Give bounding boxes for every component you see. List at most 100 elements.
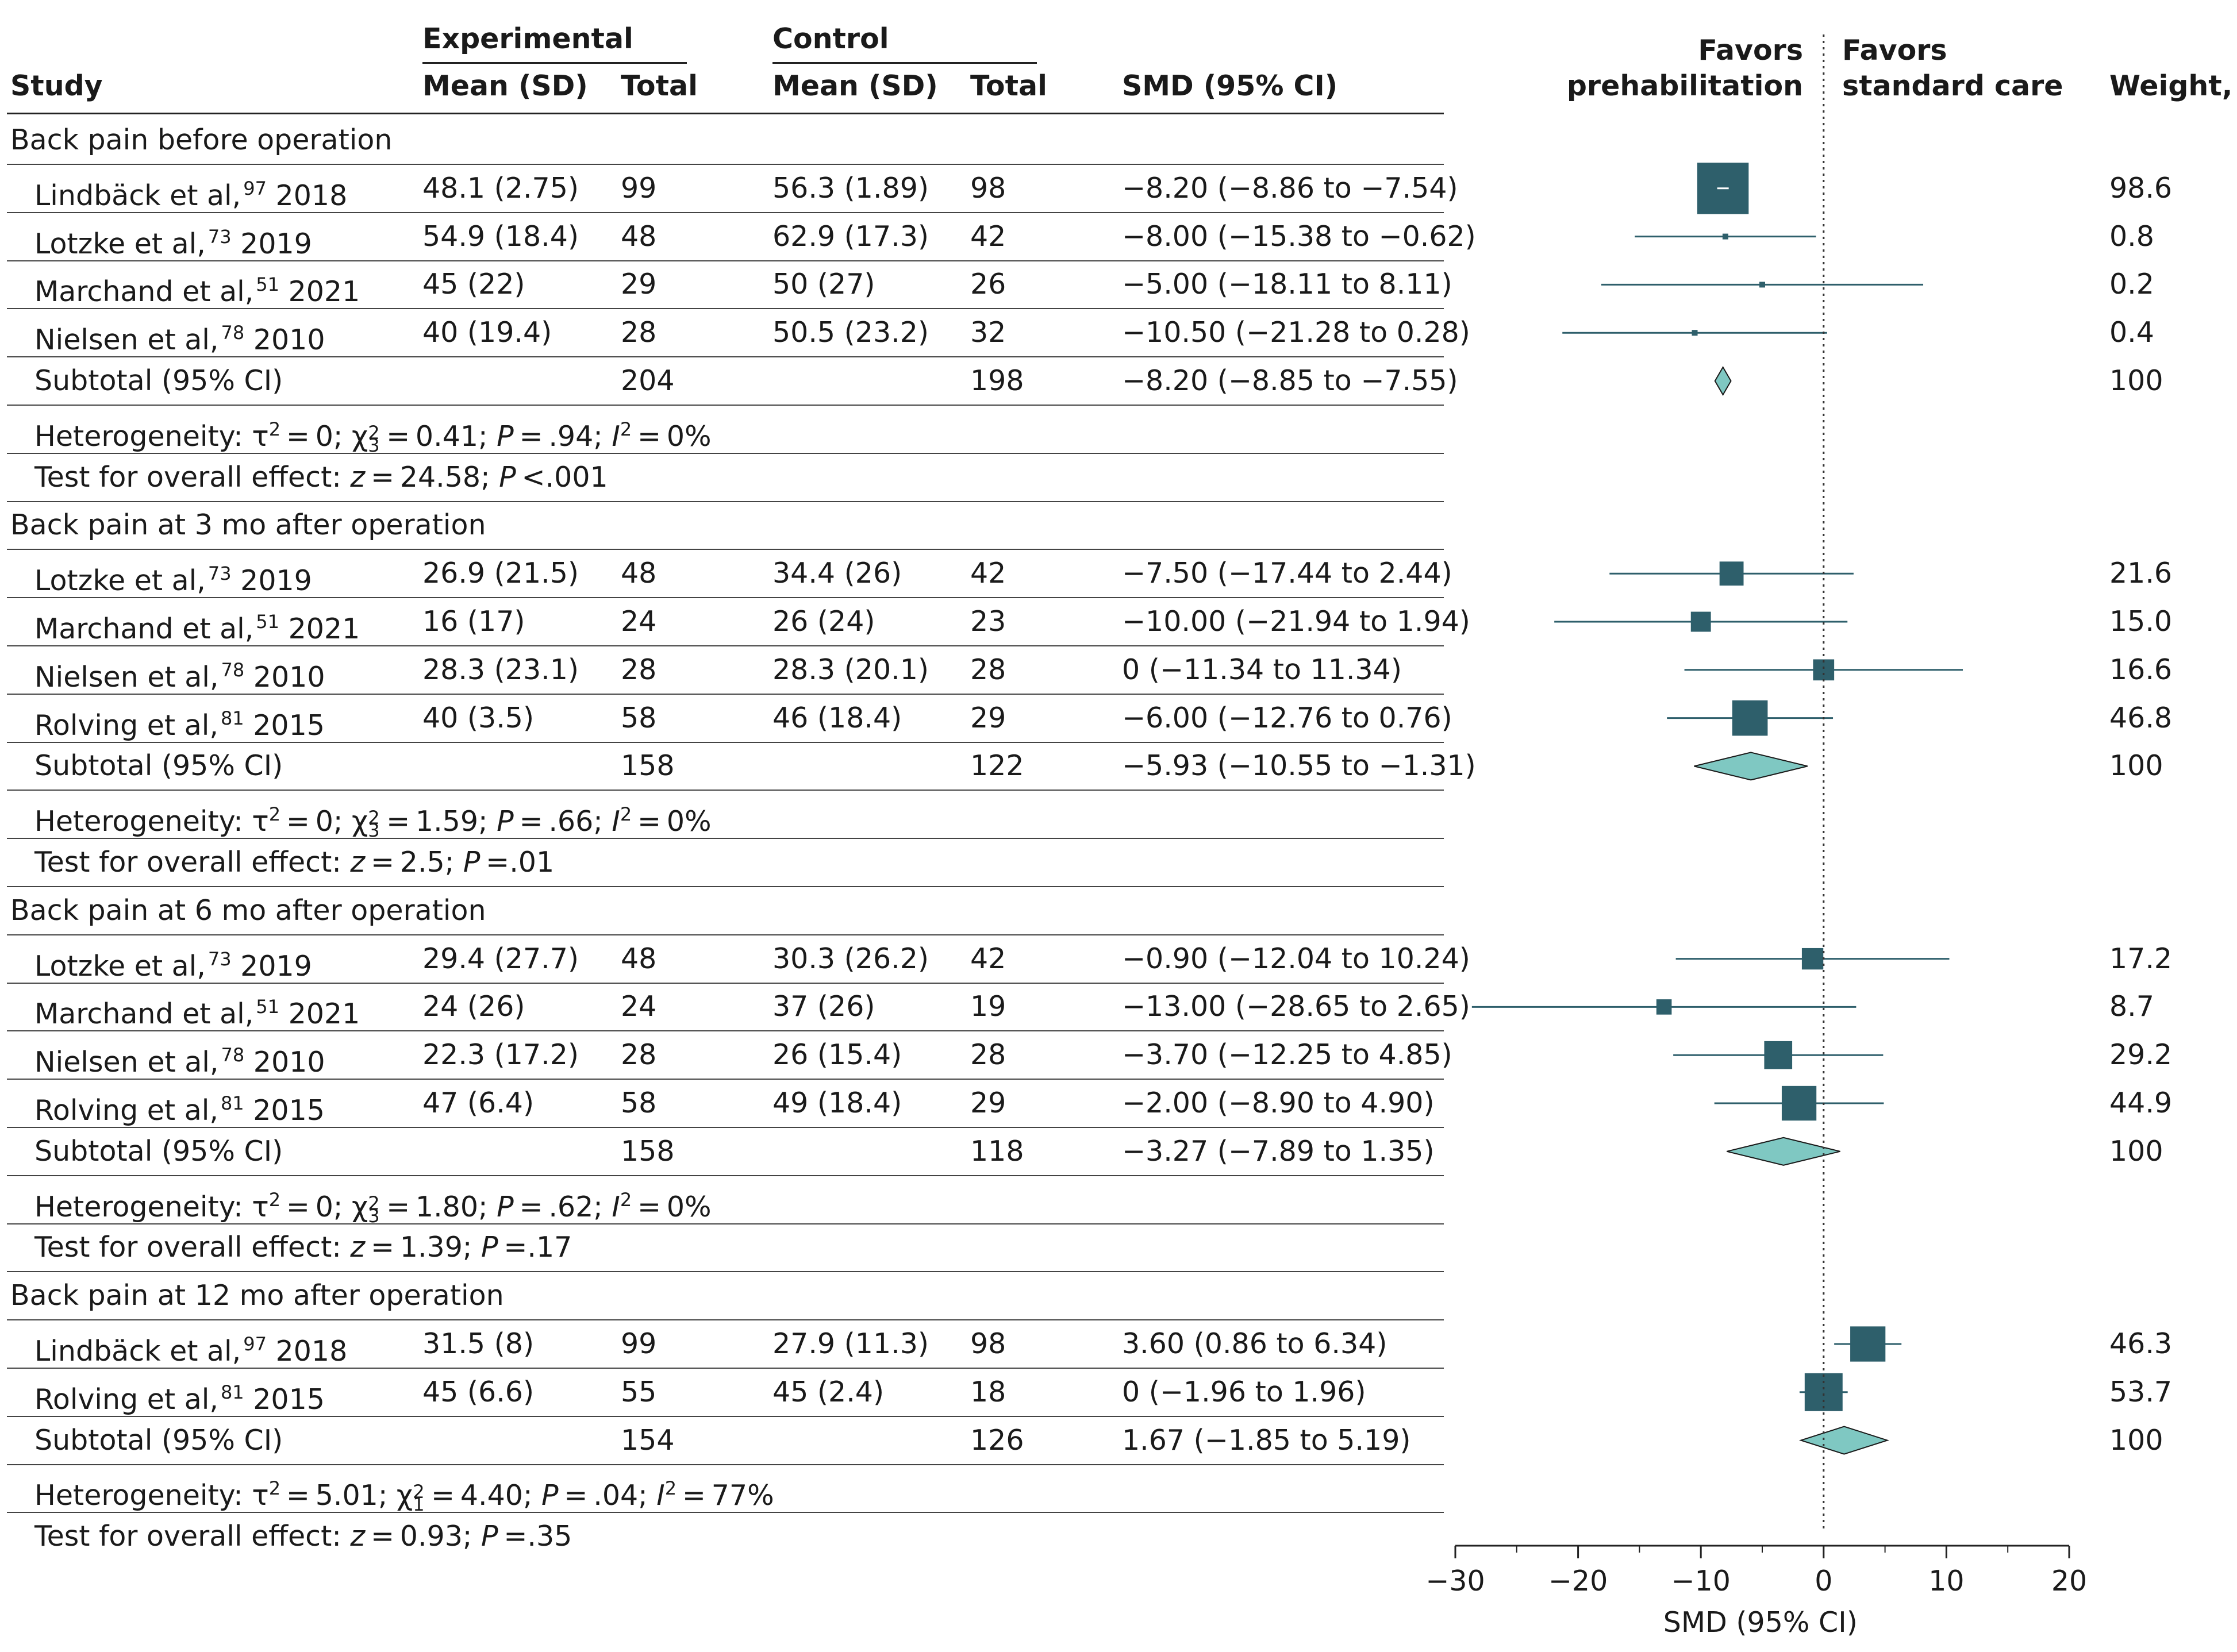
weight-value: 44.9 [2109,1087,2173,1119]
exp-total: 55 [621,1375,657,1408]
weight-value: 21.6 [2109,557,2173,590]
study-label: Nielsen et al, 78 2010 [34,315,325,357]
overall-p: .01 [509,846,555,879]
ctl-mean-sd: 50 (27) [772,268,875,301]
study-name: Lotzke et al, [34,564,206,598]
study-label: Lotzke et al, 73 2019 [34,220,312,261]
study-name: Nielsen et al, [34,660,219,694]
study-ref: 51 [256,996,279,1018]
exp-mean-sd: 16 (17) [422,605,525,638]
subtotal-diamond [1714,366,1732,396]
smd-ci: −7.50 (−17.44 to 2.44) [1122,557,1452,590]
x-tick-label: 0 [1815,1565,1832,1597]
study-name: Rolving et al, [34,1383,218,1416]
x-axis-label: SMD (95% CI) [1663,1606,1858,1639]
ctl-total: 29 [970,1087,1006,1119]
subtotal-diamond [1727,1137,1840,1166]
study-label: Lindbäck et al, 97 2018 [34,171,347,213]
effect-square [1781,1085,1817,1121]
exp-mean-sd: 22.3 (17.2) [422,1038,579,1072]
weight-value: 0.8 [2109,220,2154,253]
effect-square [1690,611,1711,632]
ctl-mean-sd: 26 (24) [772,605,875,638]
effect-square [1692,330,1698,336]
study-year: 2015 [253,1383,325,1416]
het-tau2: 0 [315,419,333,453]
study-name: Lindbäck et al, [34,179,241,212]
weight-value: 0.4 [2109,316,2154,349]
row-divider [7,1223,1444,1224]
smd-ci: −13.00 (−28.65 to 2.65) [1122,990,1470,1023]
study-year: 2021 [288,275,360,309]
ctl-mean-sd: 50.5 (23.2) [772,316,929,349]
study-ref: 73 [207,563,232,585]
study-name: Lindbäck et al, [34,1335,241,1368]
row-divider [7,212,1444,213]
subtotal-diamond [1694,752,1808,781]
row-divider [7,694,1444,695]
exp-mean-sd: 24 (26) [422,990,525,1023]
het-i2: 0% [666,419,712,453]
smd-ci: −2.00 (−8.90 to 4.90) [1122,1087,1435,1119]
ctl-mean-sd: 62.9 (17.3) [772,220,929,253]
het-p: .04 [593,1479,639,1512]
study-ref: 97 [243,1333,267,1355]
study-year: 2021 [288,613,360,645]
exp-total: 48 [621,942,657,975]
weight-value: 46.8 [2109,701,2173,734]
row-divider [7,1079,1444,1080]
overall-z: 24.58 [399,460,481,494]
ctl-total: 98 [970,1327,1006,1360]
study-label: Lotzke et al, 73 2019 [34,556,312,598]
subtotal-smd-ci: −5.93 (−10.55 to −1.31) [1122,749,1476,783]
row-divider [7,1175,1444,1176]
study-year: 2015 [253,708,325,742]
row-divider [7,164,1444,165]
study-ref: 81 [220,707,244,729]
exp-total: 29 [621,268,657,301]
overall-z: 1.39 [399,1231,463,1264]
het-chi2: 1.80 [415,1190,479,1223]
subtotal-label: Subtotal (95% CI) [34,1134,283,1168]
study-year: 2010 [253,660,325,694]
study-name: Marchand et al, [34,275,254,309]
study-label: Nielsen et al, 78 2010 [34,653,325,695]
exp-mean-sd: 29.4 (27.7) [422,942,579,975]
subtotal-weight: 100 [2109,1423,2163,1457]
ctl-mean-sd: 45 (2.4) [772,1375,885,1408]
study-label: Rolving et al, 81 2015 [34,1375,325,1417]
het-df: 3 [368,1204,380,1227]
exp-mean-sd: 45 (6.6) [422,1375,535,1408]
het-i2: 0% [666,1190,712,1223]
ctl-total: 29 [970,701,1006,734]
row-divider [7,453,1444,454]
ctl-total: 32 [970,316,1006,349]
study-label: Rolving et al, 81 2015 [34,701,325,743]
row-divider [7,501,1444,502]
overall-effect-text: Test for overall effect: z = 0.93; P =.3… [34,1520,572,1553]
x-tick-label: 10 [1928,1565,1964,1597]
header-favors-right-1: Favors [1842,34,1947,67]
row-divider [7,308,1444,309]
study-year: 2015 [253,1094,325,1127]
exp-total: 28 [621,653,657,686]
header-smd: SMD (95% CI) [1122,70,1338,102]
study-name: Nielsen et al, [34,324,219,357]
ctl-total: 23 [970,605,1006,638]
effect-square [1850,1326,1886,1362]
het-tau2: 0 [315,805,333,838]
ctl-total: 42 [970,942,1006,975]
ctl-total: 42 [970,557,1006,590]
study-name: Rolving et al, [34,1094,218,1127]
group-title: Back pain at 12 mo after operation [10,1279,504,1312]
row-divider [7,983,1444,984]
row-divider [7,597,1444,598]
exp-total: 58 [621,1087,657,1119]
study-year: 2010 [253,1046,325,1079]
row-divider [7,549,1444,550]
weight-value: 53.7 [2109,1375,2173,1408]
ctl-total: 19 [970,990,1006,1023]
x-tick-label: 20 [2051,1565,2087,1597]
